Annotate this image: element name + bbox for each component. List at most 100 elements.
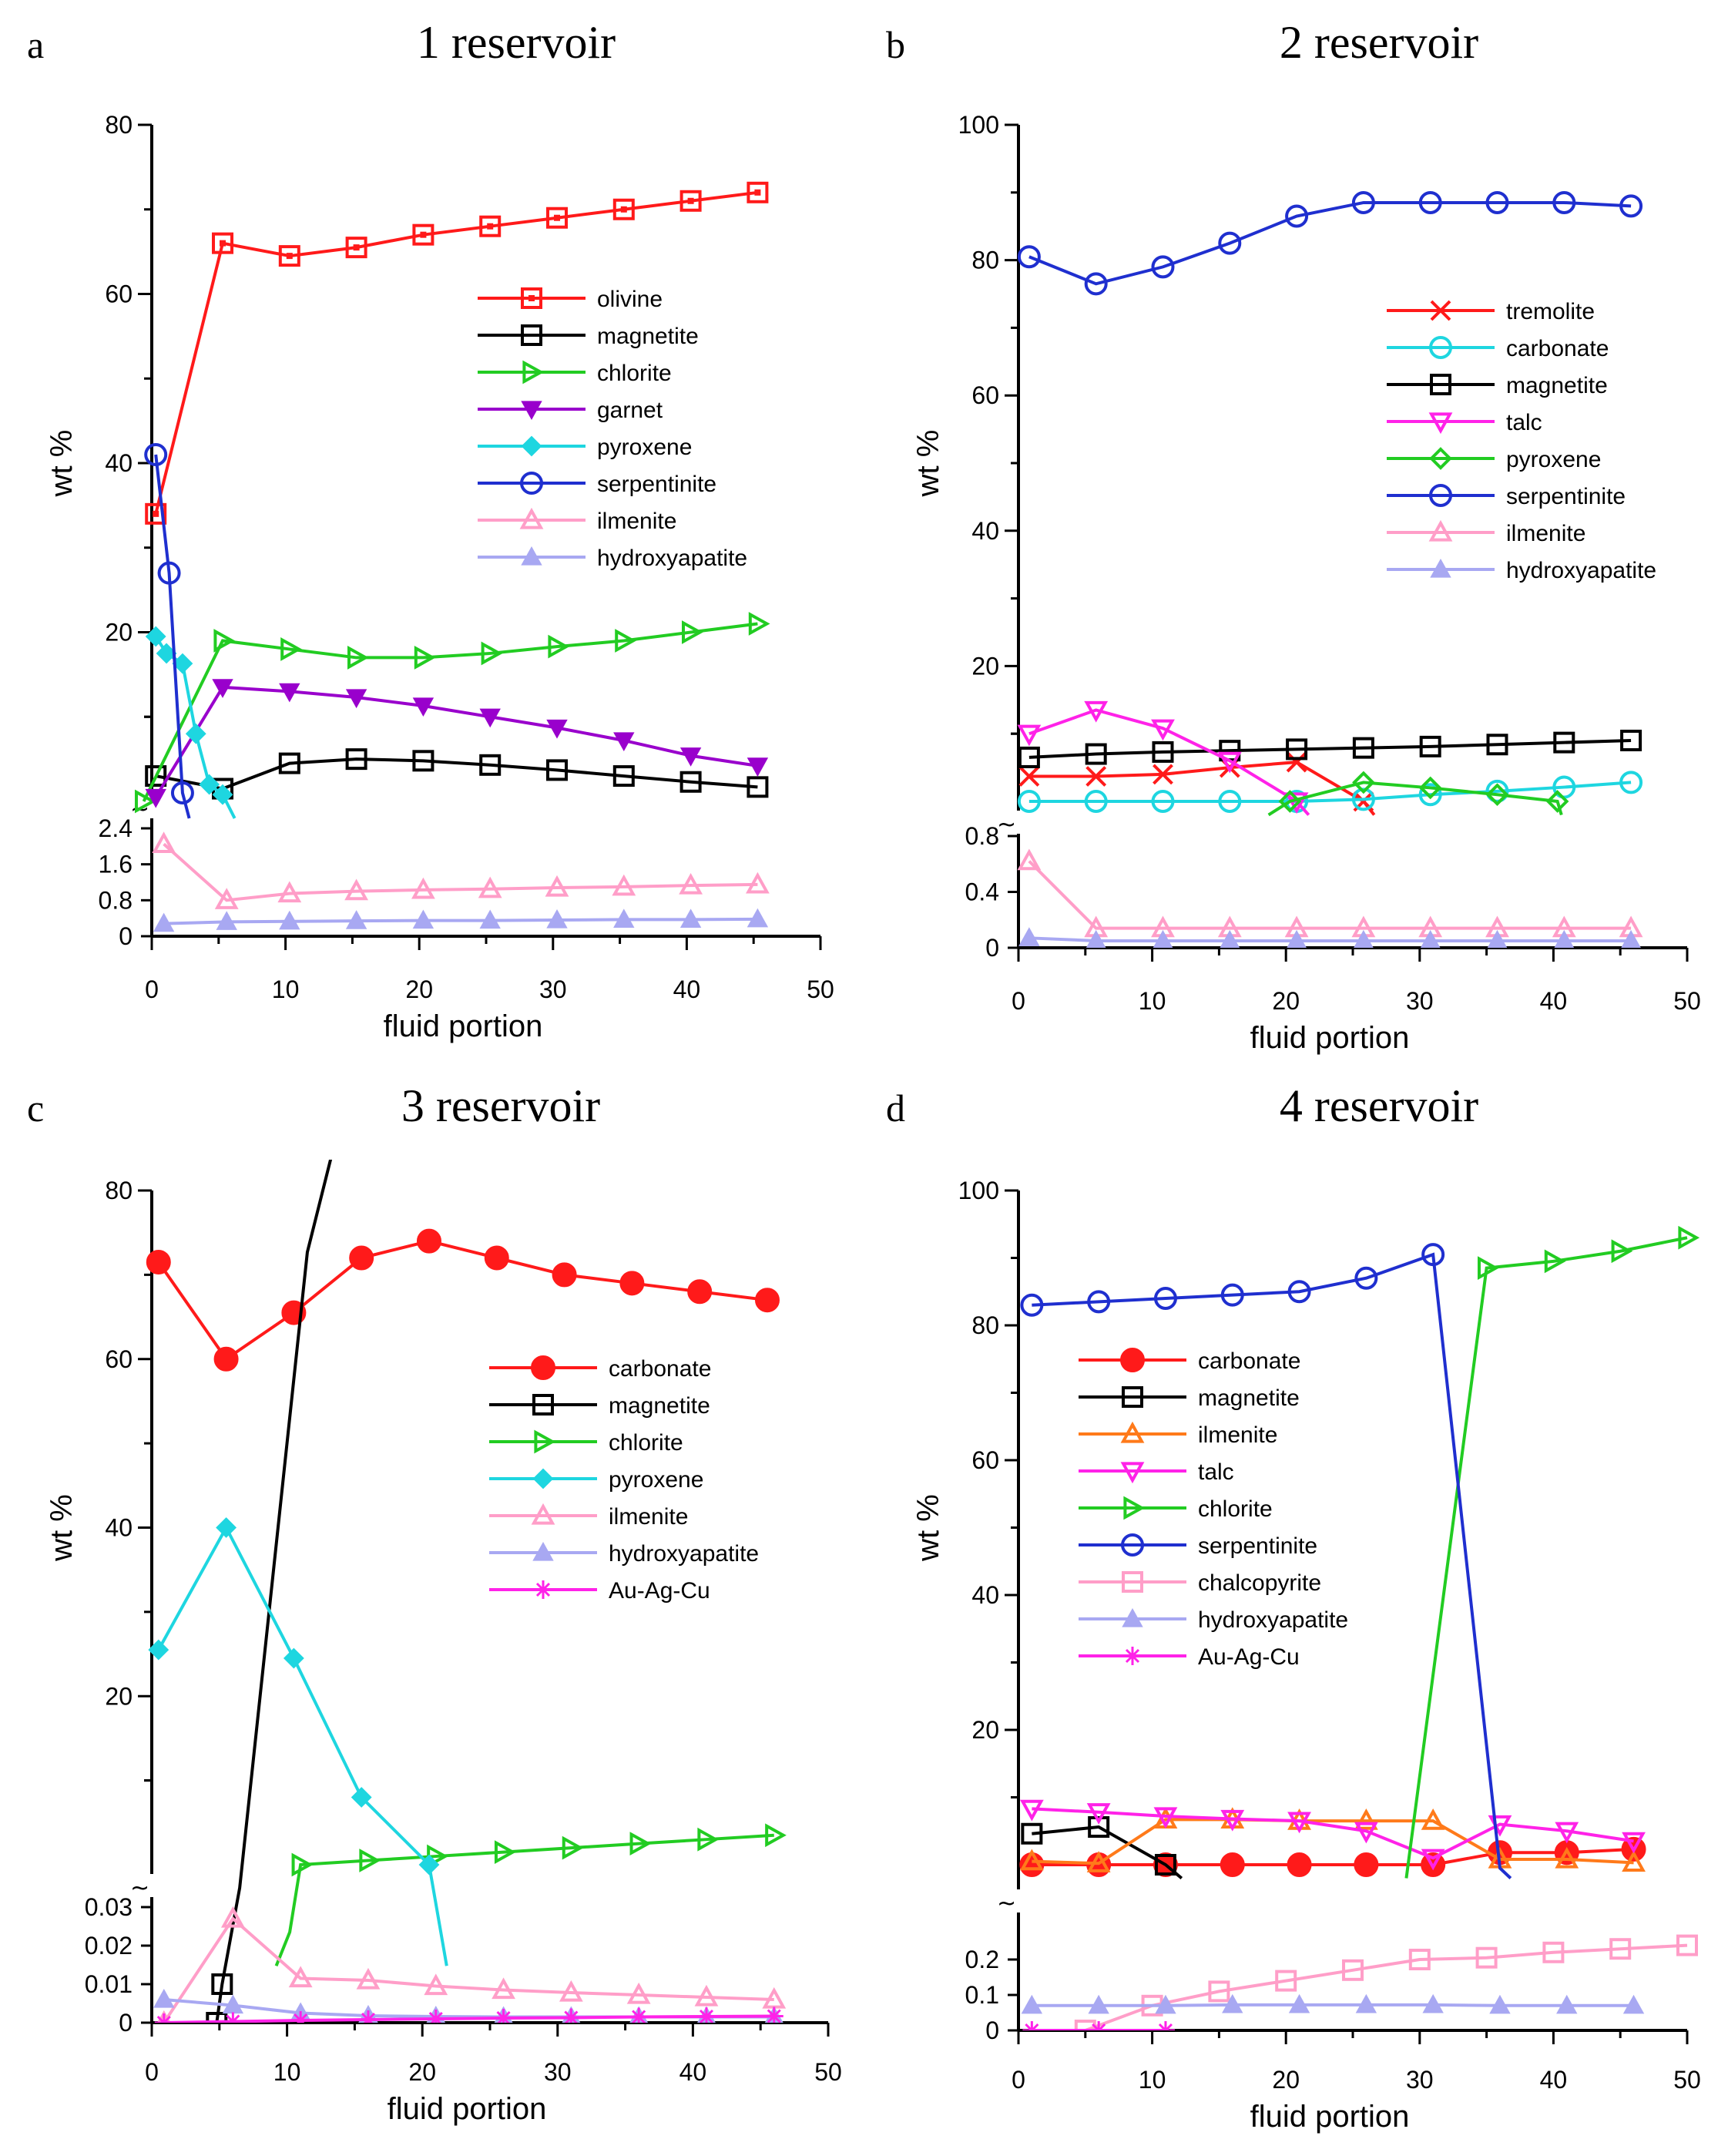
legend: carbonate magnetite chlorite pyroxene ilmeni…	[489, 1355, 759, 1604]
data-point	[1609, 1938, 1632, 1960]
data-point	[1084, 790, 1108, 813]
series-line	[1028, 200, 1632, 286]
series-magnetite	[206, 1160, 333, 2023]
legend: tremolite carbonate magnetite talc pyroxene s…	[1387, 299, 1656, 583]
y-tick-label: 20	[105, 1682, 133, 1710]
axis-break-symbol: ~	[997, 1890, 1016, 1917]
data-point	[280, 637, 302, 661]
data-point	[1074, 2020, 1096, 2030]
data-point	[212, 232, 234, 254]
legend-marker	[522, 360, 545, 385]
data-point	[1018, 927, 1040, 946]
x-axis-label: fluid portion	[1250, 2100, 1410, 2134]
legend-label: pyroxene	[1506, 447, 1601, 472]
series-line	[1404, 1236, 1688, 1879]
data-point	[1676, 1934, 1698, 1956]
data-point	[1084, 700, 1109, 723]
data-point	[1354, 1822, 1378, 1844]
legend-label: talc	[1506, 410, 1542, 435]
series-magnetite	[1018, 729, 1642, 768]
series-carbonate	[1017, 771, 1643, 813]
data-point	[1217, 751, 1242, 774]
data-point	[492, 1977, 515, 2000]
data-point	[1019, 1849, 1044, 1871]
x-axis-label: fluid portion	[1250, 1021, 1410, 1055]
data-point	[1156, 2021, 1175, 2030]
data-point	[278, 245, 300, 267]
y-tick-label-lower: 0.03	[85, 1893, 133, 1921]
data-point	[754, 1288, 780, 1313]
data-point	[494, 1840, 516, 1864]
legend-label: ilmenite	[1506, 521, 1585, 546]
data-point	[223, 2012, 243, 2023]
data-point	[1622, 1850, 1646, 1872]
y-tick-label-lower: 0.1	[965, 1981, 999, 2009]
series-line	[157, 1239, 768, 1362]
data-point	[1352, 771, 1375, 794]
series-line	[155, 757, 758, 791]
data-point	[145, 765, 167, 788]
y-tick-label-lower: 1.6	[99, 851, 133, 878]
data-point	[1678, 1225, 1700, 1250]
data-point	[679, 771, 702, 793]
data-point	[356, 1967, 381, 1990]
data-point	[345, 910, 367, 929]
y-tick-label: 100	[958, 111, 999, 139]
data-point	[157, 561, 181, 585]
series-line	[163, 1998, 774, 2019]
data-point	[412, 909, 435, 929]
data-point	[358, 2010, 377, 2023]
y-tick-label: 60	[971, 1446, 999, 1474]
data-point	[1418, 783, 1442, 807]
panel-letter: a	[27, 23, 44, 66]
data-point	[1485, 190, 1509, 214]
series-line	[142, 622, 758, 802]
data-point	[1018, 746, 1040, 768]
data-point	[1621, 929, 1641, 948]
x-tick-label: 10	[1139, 987, 1166, 1015]
data-point	[479, 215, 502, 237]
data-point	[1485, 779, 1509, 803]
data-point	[1153, 1807, 1178, 1829]
series-line	[274, 1833, 774, 1966]
y-tick-label: 40	[971, 1581, 999, 1609]
series-carbonate	[1019, 1836, 1646, 1877]
y-tick-label-lower: 0	[985, 934, 999, 962]
data-point	[1422, 1993, 1444, 2013]
series-line	[163, 917, 758, 925]
legend-marker	[1120, 1348, 1145, 1372]
series-line	[1028, 738, 1632, 759]
series-line	[154, 190, 758, 515]
y-tick-label: 80	[105, 111, 133, 139]
data-point	[416, 1228, 441, 1254]
series-carbonate	[146, 1228, 780, 1372]
x-axis-label: fluid portion	[384, 1009, 543, 1043]
data-point	[1408, 1949, 1431, 1970]
y-tick-label-lower: 0	[985, 2017, 999, 2044]
data-point	[412, 697, 435, 717]
legend-label: chlorite	[1198, 1496, 1273, 1522]
data-point	[612, 874, 636, 896]
data-point	[1489, 1994, 1511, 2014]
data-point	[1153, 1287, 1177, 1310]
data-point	[213, 629, 236, 653]
axis-break-symbol: ~	[130, 1875, 149, 1902]
legend-label: magnetite	[597, 324, 699, 349]
data-point	[747, 181, 769, 203]
data-point	[1153, 929, 1173, 948]
panel-letter: d	[886, 1086, 905, 1130]
series-pyroxene	[1267, 771, 1569, 817]
series-line	[1028, 781, 1632, 803]
data-point	[1342, 1959, 1364, 1981]
data-point-dot	[220, 240, 226, 247]
data-point	[212, 679, 233, 698]
data-point	[613, 732, 635, 752]
legend-label: chlorite	[597, 361, 672, 386]
data-point	[546, 719, 568, 739]
legend: carbonate magnetite ilmenite talc chlorite se…	[1079, 1348, 1348, 1670]
data-point	[1554, 929, 1575, 948]
legend-label: serpentinite	[1506, 484, 1626, 509]
data-point	[1556, 1994, 1578, 2014]
legend-marker	[532, 1468, 554, 1489]
data-point	[424, 1973, 448, 1996]
